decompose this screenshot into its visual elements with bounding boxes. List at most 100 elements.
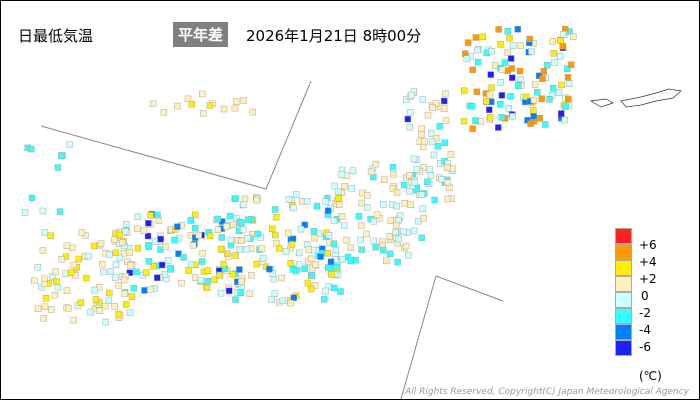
station-marker: [226, 212, 234, 220]
station-marker: [509, 42, 517, 49]
station-marker: [229, 271, 236, 278]
station-marker: [101, 302, 109, 310]
station-marker: [75, 255, 82, 263]
station-marker: [41, 275, 48, 282]
station-marker: [271, 206, 279, 213]
station-marker: [406, 109, 414, 116]
station-marker: [157, 235, 164, 243]
station-marker: [322, 287, 329, 295]
station-marker: [497, 100, 504, 108]
station-marker: [58, 255, 65, 263]
station-marker: [407, 201, 414, 209]
station-marker: [106, 289, 113, 297]
station-marker: [128, 293, 136, 300]
station-marker: [495, 124, 502, 131]
station-marker: [347, 257, 354, 265]
station-marker: [155, 217, 163, 224]
station-marker: [253, 260, 260, 268]
station-marker: [200, 110, 207, 117]
station-marker: [444, 164, 451, 171]
station-marker: [400, 181, 408, 189]
station-marker: [34, 264, 41, 271]
station-marker: [198, 258, 206, 265]
station-marker: [126, 309, 134, 316]
station-marker: [528, 48, 535, 55]
station-marker: [39, 247, 47, 254]
station-marker: [402, 242, 410, 250]
station-marker: [358, 246, 365, 253]
station-marker: [372, 160, 380, 168]
station-marker: [474, 46, 481, 54]
station-marker: [558, 110, 565, 117]
station-marker: [406, 171, 413, 179]
station-marker: [158, 261, 166, 269]
station-marker: [244, 234, 251, 242]
station-marker: [63, 242, 71, 250]
station-marker: [112, 274, 119, 281]
station-marker: [297, 225, 305, 233]
station-marker: [561, 116, 568, 124]
station-marker: [240, 97, 247, 104]
station-marker: [330, 240, 338, 248]
station-marker: [85, 252, 92, 260]
station-marker: [355, 213, 363, 220]
station-marker: [154, 211, 161, 219]
station-marker: [185, 267, 192, 274]
station-marker: [126, 249, 133, 256]
station-marker: [206, 232, 214, 240]
station-marker: [34, 305, 42, 312]
station-marker: [383, 257, 390, 264]
station-marker: [296, 261, 303, 268]
station-marker: [486, 91, 494, 99]
station-marker: [389, 163, 397, 171]
map-title: 日最低気温: [18, 27, 94, 45]
station-marker: [570, 33, 577, 40]
station-marker: [408, 91, 415, 99]
station-marker: [122, 301, 130, 308]
station-marker: [258, 245, 266, 252]
station-marker: [516, 67, 524, 75]
station-marker: [497, 78, 504, 86]
station-marker: [393, 189, 401, 196]
station-marker: [419, 96, 426, 103]
station-marker: [121, 227, 129, 235]
station-marker: [507, 55, 515, 62]
station-marker: [534, 89, 541, 96]
station-marker: [313, 202, 321, 210]
station-marker: [178, 279, 185, 287]
station-marker: [191, 274, 199, 281]
station-marker: [218, 234, 226, 241]
station-marker: [272, 231, 279, 239]
station-marker: [430, 151, 438, 159]
station-marker: [230, 221, 237, 228]
station-marker: [112, 249, 120, 256]
station-marker: [240, 201, 247, 208]
station-marker: [253, 196, 260, 204]
station-marker: [560, 31, 567, 38]
station-marker: [144, 232, 152, 240]
station-marker: [145, 219, 152, 227]
station-marker: [472, 117, 479, 124]
station-marker: [41, 229, 49, 236]
station-marker: [420, 164, 427, 171]
station-marker: [39, 207, 47, 215]
station-marker: [472, 34, 480, 41]
station-marker: [266, 265, 273, 273]
station-marker: [447, 151, 455, 158]
legend-label: +4: [639, 255, 657, 269]
station-marker: [538, 95, 546, 103]
station-marker: [56, 208, 64, 215]
station-marker: [83, 274, 90, 282]
station-marker: [410, 155, 418, 163]
station-marker: [149, 100, 157, 107]
station-marker: [392, 228, 399, 236]
station-marker: [324, 249, 331, 257]
station-marker: [406, 124, 414, 131]
station-marker: [555, 89, 563, 96]
station-marker: [464, 39, 472, 46]
station-marker: [341, 182, 348, 190]
station-marker: [364, 203, 371, 211]
station-marker: [296, 249, 303, 257]
station-marker: [507, 93, 514, 100]
